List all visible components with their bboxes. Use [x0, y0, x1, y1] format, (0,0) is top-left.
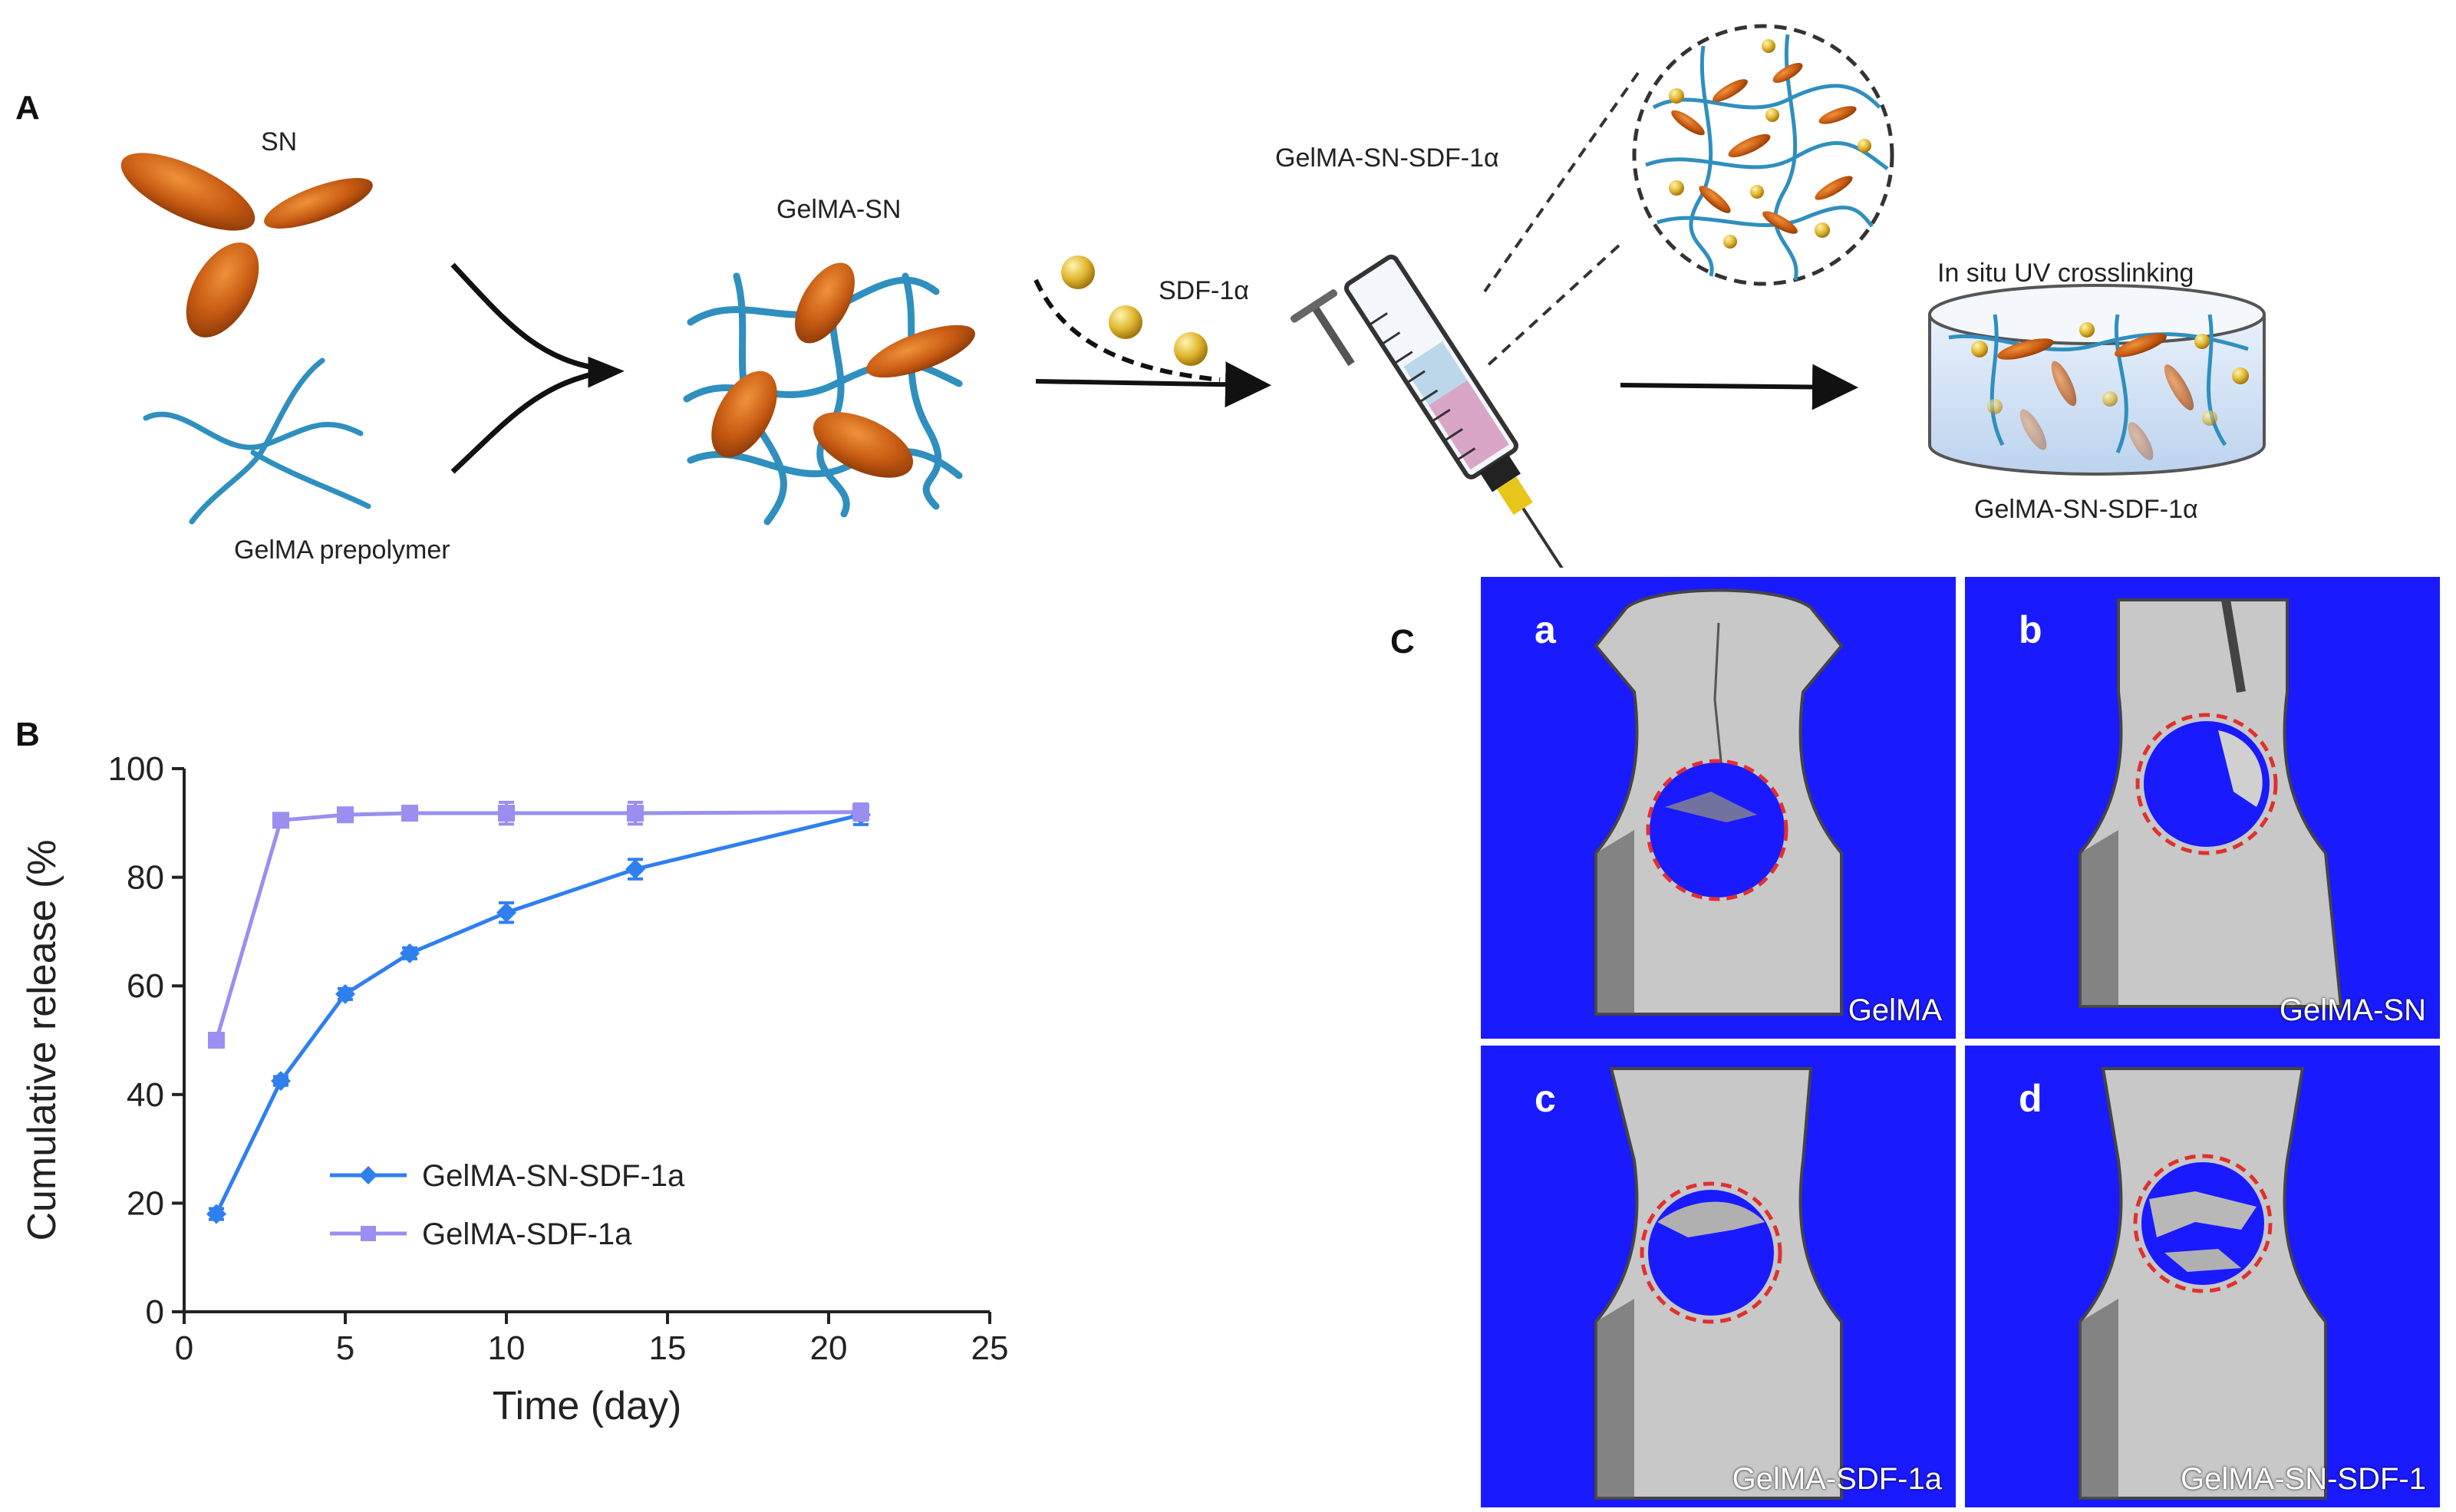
ct-caption: GelMA-SN: [2279, 993, 2426, 1027]
dish-label: GelMA-SN-SDF-1α: [1974, 495, 2198, 524]
data-point: [271, 1071, 291, 1092]
sn-particle: [711, 371, 777, 458]
y-tick-label: 100: [108, 750, 164, 788]
panel-a-letter: A: [15, 89, 40, 127]
x-tick-label: 0: [175, 1329, 193, 1367]
ct-caption: GelMA-SDF-1a: [1732, 1462, 1942, 1496]
data-point: [208, 1032, 225, 1049]
defect-circle: [2133, 1154, 2273, 1293]
x-tick-label: 10: [488, 1329, 526, 1367]
legend-marker: [361, 1226, 376, 1241]
data-point: [335, 983, 355, 1004]
sn-particle: [813, 412, 914, 478]
ct-image-d: d GelMA-SN-SDF-1: [1965, 1046, 2440, 1507]
series-line: [214, 812, 862, 1215]
crosslinking-arrow: [1620, 364, 1858, 410]
legend-label: GelMA-SDF-1a: [422, 1217, 632, 1251]
ct-letter: c: [1535, 1077, 1556, 1120]
sdf-beads: [1061, 255, 1208, 366]
sn-particle: [866, 324, 975, 378]
ct-letter: a: [1535, 608, 1556, 651]
ct-image-c: c GelMA-SDF-1a: [1481, 1046, 1956, 1507]
sdf-bead: [1174, 332, 1208, 366]
y-tick-label: 60: [127, 967, 164, 1005]
series-0: [206, 803, 871, 1224]
skull-image: [2079, 598, 2343, 1008]
panel-c-letter: C: [1390, 623, 1415, 660]
panel-b-letter: B: [15, 716, 40, 753]
chart-axes: 0 20 40 60 80 100 0 5 10 15 20 25: [108, 750, 1009, 1367]
gelma-prepolymer-strands: [143, 357, 371, 525]
data-point: [272, 812, 289, 829]
syringe-icon: [1290, 254, 1579, 568]
zoom-detail: [1483, 24, 1894, 370]
merge-arrow: [450, 262, 625, 474]
data-point: [206, 1204, 226, 1224]
data-point: [627, 805, 644, 822]
x-axis-title: Time (day): [493, 1384, 682, 1428]
sn-label: SN: [261, 127, 298, 156]
skull-image: [2079, 1067, 2327, 1500]
chart-legend: GelMA-SN-SDF-1a GelMA-SDF-1a: [330, 1159, 685, 1251]
data-point: [400, 943, 420, 964]
y-tick-label: 80: [127, 859, 164, 897]
sn-particle: [264, 178, 373, 229]
sn-particle: [186, 242, 259, 338]
data-point: [625, 858, 645, 879]
gelma-prepolymer-label: GelMA prepolymer: [234, 535, 450, 565]
series-1: [208, 800, 869, 1049]
gelma-sn-label: GelMA-SN: [776, 195, 902, 224]
ct-letter: b: [2019, 608, 2042, 651]
y-axis-title: Cumulative release (%: [20, 839, 64, 1240]
ct-letter: d: [2019, 1077, 2042, 1120]
data-point: [496, 902, 516, 923]
data-point: [337, 806, 354, 824]
defect-circle: [2135, 713, 2278, 855]
sn-particles: [120, 153, 373, 338]
y-tick-label: 0: [146, 1293, 164, 1331]
defect-circle: [1640, 1181, 1782, 1324]
defect-circle: [1646, 759, 1788, 901]
data-point: [401, 805, 418, 822]
data-point: [852, 803, 869, 821]
sn-particle: [795, 262, 855, 344]
syringe-label: GelMA-SN-SDF-1α: [1275, 143, 1499, 173]
series-line: [214, 810, 862, 1041]
schematic-diagram: [120, 24, 2266, 568]
skull-image: [1594, 1067, 1843, 1500]
sdf-bead: [1109, 305, 1142, 339]
x-tick-label: 20: [810, 1329, 848, 1367]
x-tick-label: 25: [971, 1329, 1009, 1367]
x-tick-label: 5: [336, 1329, 354, 1367]
gelma-sn-network: [683, 262, 975, 525]
skull-image: [1594, 588, 1844, 1016]
uv-crosslinking-label: In situ UV crosslinking: [1937, 259, 2194, 288]
ct-caption: GelMA-SN-SDF-1: [2180, 1462, 2426, 1496]
ct-image-a: a GelMA: [1481, 577, 1956, 1039]
chart-series: [206, 800, 871, 1224]
sdf-arrow: [1035, 361, 1271, 408]
sdf-dashed-curve: [1033, 278, 1221, 382]
x-tick-label: 15: [649, 1329, 687, 1367]
dish-icon: [1928, 284, 2266, 476]
y-tick-label: 20: [127, 1184, 164, 1222]
ct-caption: GelMA: [1848, 993, 1942, 1027]
sn-particle: [120, 153, 255, 231]
sdf-bead: [1061, 255, 1095, 289]
legend-marker: [359, 1166, 377, 1184]
ct-image-b: b GelMA-SN: [1965, 577, 2440, 1039]
y-tick-label: 40: [127, 1076, 164, 1114]
sdf-label: SDF-1α: [1159, 276, 1249, 305]
data-point: [498, 805, 515, 822]
legend-label: GelMA-SN-SDF-1a: [422, 1159, 685, 1193]
